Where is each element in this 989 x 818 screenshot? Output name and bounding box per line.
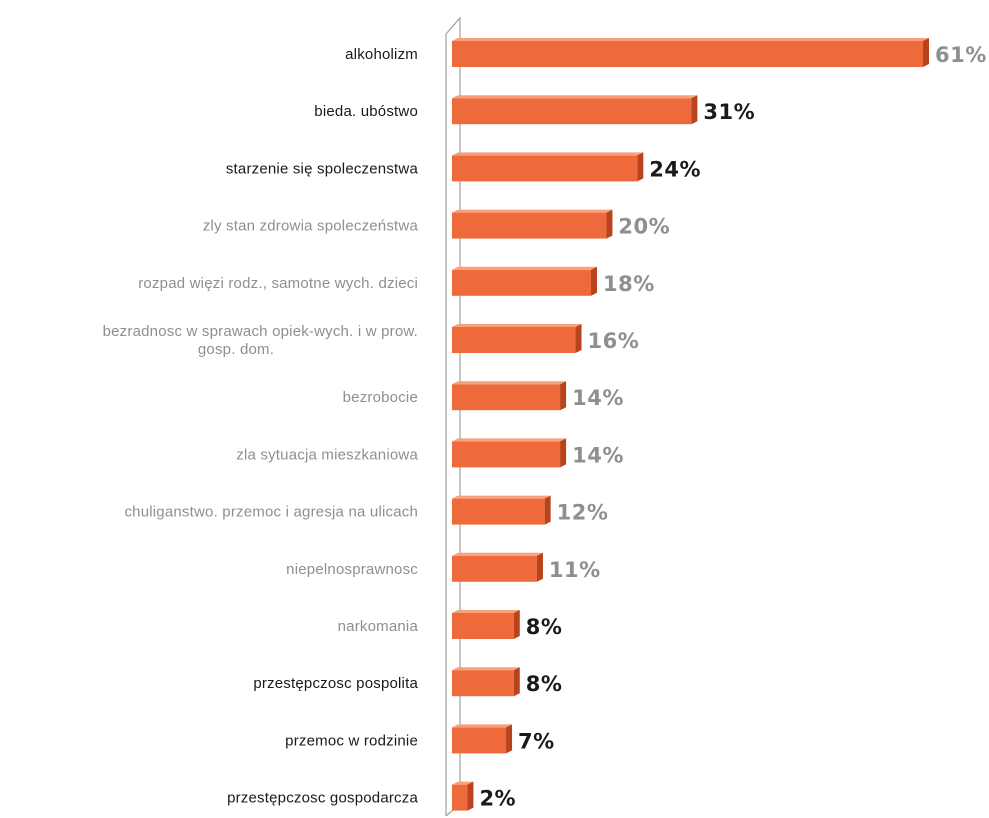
bar-6 (452, 384, 561, 411)
bar-end-8 (544, 495, 551, 525)
bar-end-2 (637, 152, 644, 182)
bar-3 (452, 212, 607, 239)
category-label-6: bezrobocie (343, 389, 418, 406)
bar-top-4 (452, 266, 597, 270)
value-label-4: 18% (603, 272, 655, 296)
value-label-11: 8% (526, 672, 563, 696)
bar-top-2 (452, 152, 644, 156)
bar-top-0 (452, 38, 929, 41)
bar-12 (452, 727, 507, 754)
category-label-4: rozpad więzi rodz., samotne wych. dzieci (138, 275, 418, 292)
bar-end-1 (691, 95, 698, 125)
bar-0 (452, 41, 923, 67)
bar-end-4 (590, 266, 597, 296)
bar-end-6 (560, 381, 567, 411)
bar-8 (452, 498, 545, 525)
category-label-5-line-0: bezradnosc w sprawach opiek-wych. i w pr… (103, 323, 418, 340)
category-label-8: chuliganstwo. przemoc i agresja na ulica… (124, 504, 418, 521)
bar-end-10 (513, 610, 520, 639)
value-label-8: 12% (557, 501, 609, 525)
bar-top-7 (452, 438, 567, 442)
category-label-10: narkomania (338, 618, 419, 635)
bar-top-1 (452, 95, 698, 99)
category-label-1: bieda. ubóstwo (314, 103, 418, 120)
bar-11 (452, 670, 514, 697)
bar-9 (452, 555, 537, 582)
bar-end-11 (513, 667, 520, 697)
value-label-12: 7% (518, 729, 555, 753)
bar-end-12 (506, 724, 513, 754)
category-label-9: niepelnosprawnosc (286, 561, 418, 578)
bar-top-5 (452, 324, 582, 327)
bar-2 (452, 155, 638, 182)
category-label-11: przestępczosc pospolita (253, 675, 418, 692)
value-label-2: 24% (649, 157, 701, 181)
value-label-5: 16% (588, 329, 640, 353)
value-label-6: 14% (572, 386, 624, 410)
bar-top-10 (452, 610, 520, 613)
bar-top-6 (452, 381, 567, 385)
bar-1 (452, 98, 692, 125)
bar-4 (452, 269, 591, 296)
category-label-3: zly stan zdrowia spoleczeństwa (203, 218, 419, 235)
bar-13 (452, 784, 468, 811)
bar-top-12 (452, 724, 513, 728)
value-label-10: 8% (526, 615, 563, 639)
bar-7 (452, 441, 561, 468)
bar-end-13 (467, 781, 474, 811)
bar-end-3 (606, 209, 613, 239)
value-label-9: 11% (549, 558, 601, 582)
bar-end-9 (536, 552, 543, 582)
bar-top-11 (452, 667, 520, 671)
category-label-12: przemoc w rodzinie (285, 732, 418, 749)
bar-top-13 (452, 781, 474, 785)
value-label-13: 2% (479, 787, 516, 811)
bar-end-7 (560, 438, 567, 468)
bar-10 (452, 613, 514, 639)
value-label-1: 31% (703, 100, 755, 124)
category-label-13: przestępczosc gospodarcza (227, 790, 418, 807)
category-label-5-line-1: gosp. dom. (198, 341, 274, 358)
bar-top-3 (452, 209, 613, 213)
axis-wall (445, 16, 461, 817)
category-label-2: starzenie się spoleczenstwa (226, 160, 419, 177)
value-label-7: 14% (572, 443, 624, 467)
bar-5 (452, 327, 576, 353)
bar-end-5 (575, 324, 582, 353)
value-label-0: 61% (935, 43, 987, 67)
bar-end-0 (923, 38, 929, 67)
bar-top-8 (452, 495, 551, 499)
value-label-3: 20% (618, 215, 670, 239)
bar-top-9 (452, 552, 543, 556)
category-label-7: zla sytuacja mieszkaniowa (236, 446, 418, 463)
category-label-0: alkoholizm (345, 46, 418, 63)
